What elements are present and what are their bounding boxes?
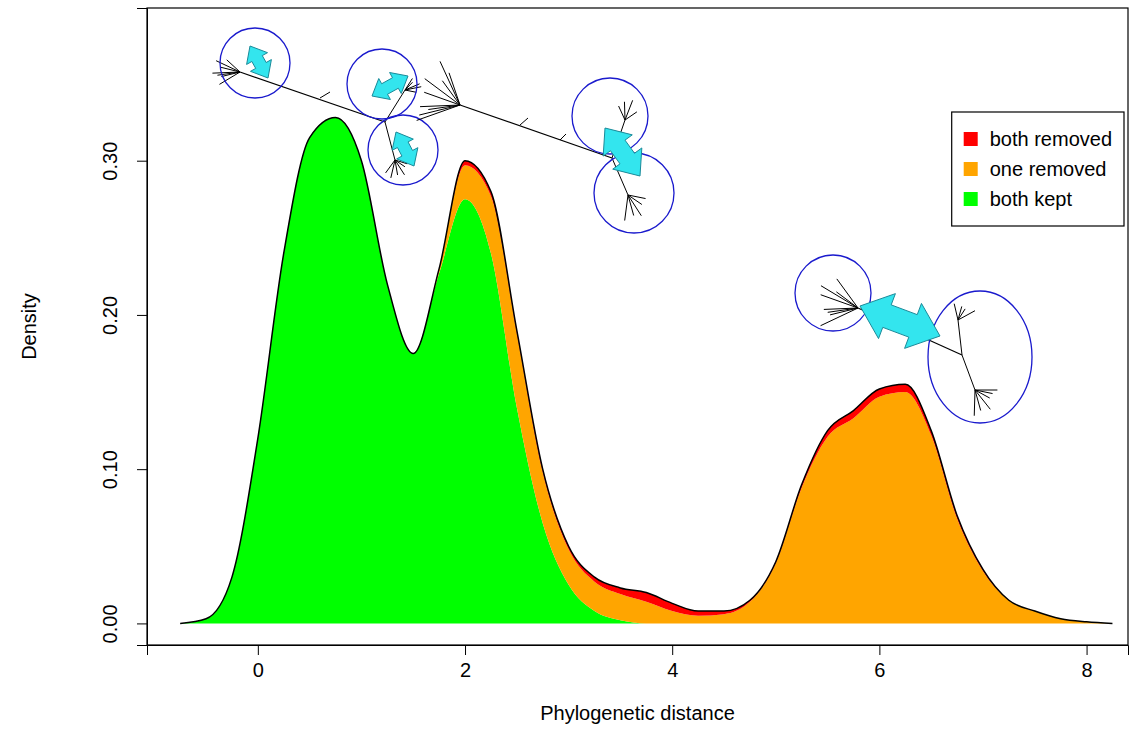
tree-branch xyxy=(837,279,858,308)
tree-branch xyxy=(628,195,641,216)
y-tick: 0.20 xyxy=(99,296,147,335)
x-tick-label: 4 xyxy=(667,659,678,681)
tree-branch xyxy=(975,390,997,391)
tree-branch xyxy=(385,122,395,160)
area-1 xyxy=(180,118,1112,624)
plot-area xyxy=(180,118,1112,624)
tree-branch xyxy=(975,390,993,394)
clade-circle xyxy=(347,49,417,119)
x-tick-mark xyxy=(465,645,466,655)
y-tick: 0.00 xyxy=(99,604,147,643)
legend-swatch xyxy=(964,192,978,206)
tree-branch xyxy=(220,67,240,72)
x-axis-title: Phylogenetic distance xyxy=(540,702,735,724)
y-tick-label: 0.30 xyxy=(99,142,121,181)
x-tick: 6 xyxy=(874,645,885,681)
tree-branch xyxy=(419,105,460,115)
tree-branch xyxy=(628,195,646,199)
y-tick: 0.10 xyxy=(99,450,147,489)
tree-branch xyxy=(821,308,858,326)
distance-arrow xyxy=(247,46,272,78)
y-tick-mark xyxy=(137,469,147,470)
area-2 xyxy=(180,118,1112,624)
tree-branch xyxy=(320,92,330,98)
distance-arrow xyxy=(392,132,418,166)
distance-arrow xyxy=(860,294,940,349)
x-tick: 0 xyxy=(253,645,264,681)
tree-branch xyxy=(417,105,460,120)
tree-branch xyxy=(440,61,460,105)
tree-branch xyxy=(449,73,460,105)
tree-branch xyxy=(954,304,958,320)
tree-branch xyxy=(386,160,395,173)
tree-branch xyxy=(520,118,528,125)
distance-arrow xyxy=(603,128,642,176)
legend: both removed one removed both kept xyxy=(952,112,1124,226)
tree-illustrations xyxy=(212,28,1032,423)
area-0 xyxy=(180,118,1112,624)
x-tick-label: 8 xyxy=(1082,659,1093,681)
y-tick: 0.30 xyxy=(99,142,147,181)
tree-branch xyxy=(219,72,240,84)
x-tick: 8 xyxy=(1082,645,1093,681)
tree-branch xyxy=(975,390,981,411)
clade-circle xyxy=(368,115,438,185)
tree-branch xyxy=(405,90,416,92)
y-tick-label: 0.10 xyxy=(99,450,121,489)
legend-label: one removed xyxy=(990,158,1107,180)
tree-branch xyxy=(958,320,962,355)
tree-branch xyxy=(395,160,398,175)
tree-branch xyxy=(962,355,975,390)
tree-branch xyxy=(425,79,460,105)
stack-outline xyxy=(180,118,1112,624)
clade-circle xyxy=(795,255,871,331)
y-tick-mark xyxy=(137,623,147,624)
x-tick-label: 2 xyxy=(460,659,471,681)
legend-box xyxy=(952,112,1124,226)
x-tick-label: 6 xyxy=(874,659,885,681)
y-axis: 0.00 0.10 0.20 0.30 xyxy=(99,9,148,646)
tree-branch xyxy=(625,100,633,120)
y-tick-label: 0.20 xyxy=(99,296,121,335)
plot-frame xyxy=(147,8,1128,645)
legend-swatch xyxy=(964,132,978,146)
y-axis-line xyxy=(137,9,148,646)
tree-branch xyxy=(821,286,858,308)
tree-branch xyxy=(974,390,976,416)
x-tick-mark xyxy=(258,645,259,655)
legend-label: both kept xyxy=(990,188,1073,210)
y-axis-title: Density xyxy=(18,293,40,360)
x-axis: 0 2 4 6 8 xyxy=(148,645,1129,681)
x-tick-mark xyxy=(879,645,880,655)
tree-branch xyxy=(560,134,566,140)
tree-branch xyxy=(625,195,628,221)
tree-branch xyxy=(628,195,634,216)
tree-branch xyxy=(958,306,962,320)
x-tick-mark xyxy=(672,645,673,655)
y-tick-label: 0.00 xyxy=(99,604,121,643)
x-axis-line xyxy=(148,646,1129,656)
chart: 0 2 4 6 8 0.00 0.10 0.20 0.30 Phylogenetic distan… xyxy=(0,0,1138,756)
x-tick: 2 xyxy=(460,645,471,681)
legend-swatch xyxy=(964,162,978,176)
y-tick-mark xyxy=(137,315,147,316)
clade-circle xyxy=(928,291,1032,423)
tree-branch xyxy=(405,87,421,90)
distance-arrow xyxy=(372,73,408,100)
x-tick: 4 xyxy=(667,645,678,681)
x-tick-label: 0 xyxy=(253,659,264,681)
legend-label: both removed xyxy=(990,128,1112,150)
tree-branch xyxy=(619,106,625,120)
tree-branch xyxy=(212,72,240,73)
y-tick-mark xyxy=(137,161,147,162)
clade-circle xyxy=(220,28,290,98)
x-tick-mark xyxy=(1087,645,1088,655)
tree-branch xyxy=(828,308,858,312)
tree-branch xyxy=(460,105,612,158)
